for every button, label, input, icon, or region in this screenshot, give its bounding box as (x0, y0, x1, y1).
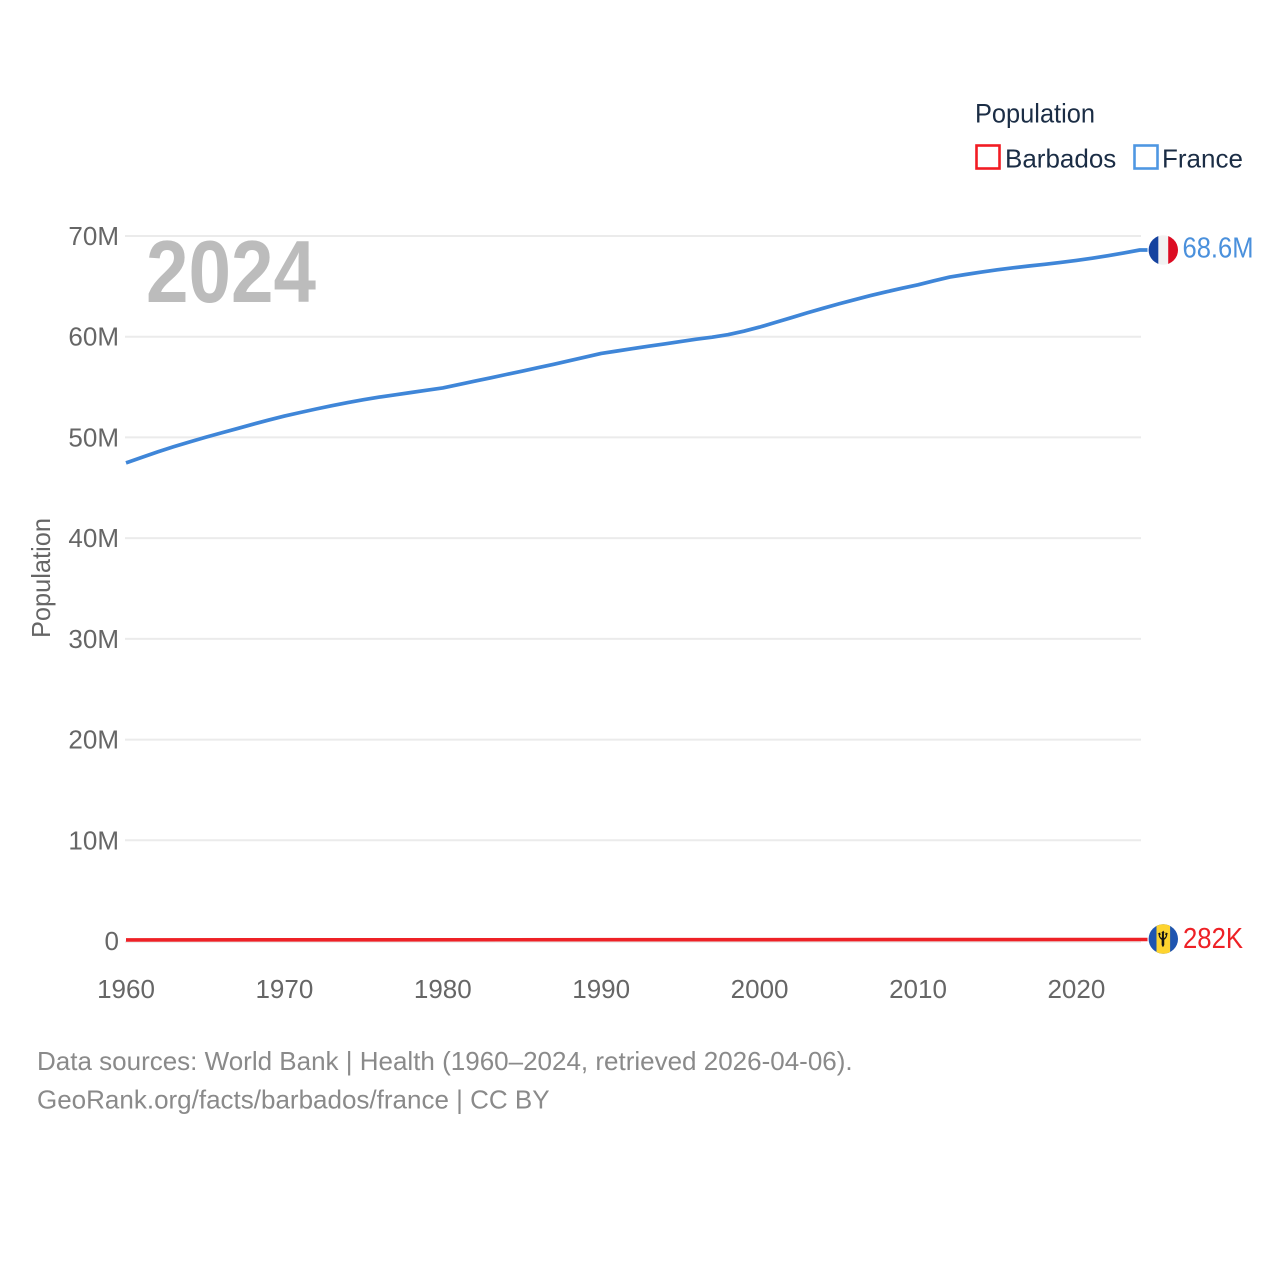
svg-text:68.6M: 68.6M (1183, 233, 1254, 265)
svg-text:Barbados: Barbados (1005, 144, 1116, 174)
svg-text:70M: 70M (68, 221, 119, 251)
svg-text:2000: 2000 (731, 974, 789, 1004)
svg-text:40M: 40M (68, 523, 119, 553)
svg-text:1990: 1990 (572, 974, 630, 1004)
svg-text:50M: 50M (68, 422, 119, 452)
svg-text:30M: 30M (68, 624, 119, 654)
svg-text:60M: 60M (68, 322, 119, 352)
svg-text:Population: Population (26, 518, 56, 638)
svg-text:Data sources: World Bank | Hea: Data sources: World Bank | Health (1960–… (37, 1046, 853, 1076)
svg-text:2020: 2020 (1047, 974, 1105, 1004)
svg-text:0: 0 (105, 926, 119, 956)
svg-text:2010: 2010 (889, 974, 947, 1004)
svg-text:France: France (1162, 144, 1243, 174)
svg-text:1970: 1970 (255, 974, 313, 1004)
svg-text:1960: 1960 (97, 974, 155, 1004)
svg-text:20M: 20M (68, 725, 119, 755)
svg-text:Population: Population (975, 99, 1095, 129)
svg-text:282K: 282K (1183, 923, 1244, 955)
svg-text:2024: 2024 (146, 222, 316, 321)
svg-text:1980: 1980 (414, 974, 472, 1004)
svg-text:10M: 10M (68, 825, 119, 855)
svg-text:GeoRank.org/facts/barbados/fra: GeoRank.org/facts/barbados/france | CC B… (37, 1085, 550, 1115)
